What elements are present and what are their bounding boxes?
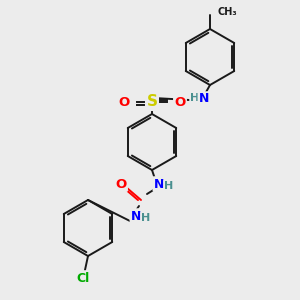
Text: N: N: [131, 209, 141, 223]
Text: H: H: [190, 93, 200, 103]
Text: O: O: [116, 178, 127, 190]
Text: O: O: [118, 95, 130, 109]
Text: N: N: [154, 178, 164, 190]
Text: S: S: [146, 94, 158, 110]
Text: CH₃: CH₃: [217, 7, 237, 17]
Text: N: N: [199, 92, 209, 106]
Text: Cl: Cl: [76, 272, 90, 284]
Text: H: H: [141, 213, 151, 223]
Text: O: O: [174, 95, 186, 109]
Text: H: H: [164, 181, 174, 191]
